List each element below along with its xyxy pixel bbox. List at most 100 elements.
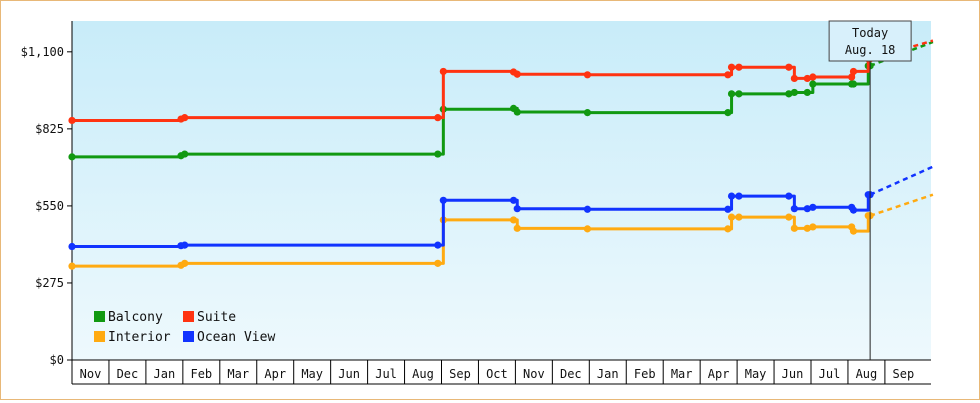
data-point: [785, 192, 793, 200]
x-tick-label: Oct: [486, 367, 508, 381]
today-box: [828, 20, 912, 62]
forecast-line-interior: [869, 193, 934, 217]
data-point: [790, 205, 798, 213]
data-point: [434, 150, 442, 158]
data-point: [727, 63, 736, 71]
data-point: [727, 192, 736, 200]
y-tick-label: $0: [50, 353, 64, 367]
x-tick-label: Jun: [782, 367, 804, 381]
legend-label-balcony: Balcony: [108, 310, 163, 325]
x-tick-label: Mar: [227, 367, 249, 381]
x-tick-label: Dec: [560, 367, 582, 381]
data-point: [790, 74, 798, 83]
forecast-line-balcony: [869, 40, 934, 67]
x-tick-label: Feb: [634, 367, 656, 381]
data-point: [513, 70, 521, 78]
data-point: [809, 80, 817, 88]
legend-label-interior: Interior: [108, 330, 171, 345]
data-point: [785, 63, 793, 71]
data-point: [785, 213, 793, 221]
data-point: [735, 63, 743, 71]
data-point: [181, 241, 189, 249]
data-point: [849, 206, 858, 214]
x-tick-label: Jul: [819, 367, 841, 381]
series-balcony: [68, 40, 934, 161]
legend-swatch-ocean-view: [183, 331, 194, 342]
data-point: [849, 227, 858, 235]
x-tick-label: Apr: [708, 367, 730, 381]
data-point: [803, 205, 811, 213]
data-point: [68, 242, 76, 251]
data-point: [513, 108, 521, 116]
y-tick-label: $1,100: [21, 45, 64, 59]
forecast-line-ocean-view: [869, 165, 934, 196]
x-tick-label: Jan: [597, 367, 619, 381]
data-point: [509, 196, 518, 204]
legend-swatch-interior: [94, 331, 105, 342]
data-point: [439, 67, 447, 76]
data-point: [724, 205, 732, 213]
data-point: [848, 73, 856, 81]
data-point: [735, 213, 743, 221]
data-point: [790, 88, 798, 97]
data-point: [727, 213, 736, 221]
data-point: [849, 80, 858, 88]
data-point: [724, 71, 732, 79]
data-point: [68, 116, 76, 125]
data-point: [583, 71, 592, 79]
data-point: [785, 90, 793, 98]
x-tick-label: Sep: [449, 367, 471, 381]
data-point: [849, 67, 858, 76]
data-point: [583, 205, 592, 213]
series-ocean-view: [68, 165, 934, 251]
data-point: [439, 196, 447, 204]
data-point: [724, 109, 732, 117]
data-point: [727, 90, 736, 98]
data-point: [809, 203, 817, 211]
x-tick-label: Jun: [338, 367, 360, 381]
x-tick-label: May: [301, 367, 323, 381]
data-point: [509, 216, 518, 224]
data-point: [803, 224, 811, 232]
y-tick-label: $275: [35, 276, 64, 290]
x-tick-label: Aug: [412, 367, 434, 381]
x-tick-label: Feb: [190, 367, 212, 381]
plot-background: [72, 21, 931, 360]
x-tick-label: Nov: [80, 367, 102, 381]
x-tick-label: May: [745, 367, 767, 381]
today-date: Aug. 18: [845, 43, 896, 57]
data-point: [735, 90, 743, 98]
x-tick-label: Jan: [154, 367, 176, 381]
series-suite: [68, 39, 934, 125]
x-tick-label: Aug: [856, 367, 878, 381]
y-tick-label: $550: [35, 199, 64, 213]
data-point: [434, 259, 442, 267]
data-point: [181, 150, 189, 158]
data-point: [803, 74, 811, 83]
data-point: [181, 259, 189, 267]
data-point: [513, 205, 521, 213]
today-label: Today: [852, 26, 888, 40]
data-point: [724, 225, 732, 233]
x-tick-label: Nov: [523, 367, 545, 381]
data-point: [513, 224, 521, 232]
x-tick-label: Dec: [117, 367, 139, 381]
data-point: [809, 73, 817, 81]
data-point: [790, 224, 798, 232]
data-point: [181, 114, 189, 122]
data-point: [583, 109, 592, 117]
legend-swatch-suite: [183, 311, 194, 322]
legend-label-ocean-view: Ocean View: [197, 330, 275, 345]
legend-swatch-balcony: [94, 311, 105, 322]
legend-label-suite: Suite: [197, 310, 236, 325]
data-point: [803, 88, 811, 97]
data-point: [434, 114, 442, 122]
x-tick-label: Jul: [375, 367, 397, 381]
x-tick-label: Mar: [671, 367, 693, 381]
data-point: [735, 192, 743, 200]
y-tick-label: $825: [35, 122, 64, 136]
data-point: [68, 153, 76, 161]
x-tick-label: Apr: [264, 367, 286, 381]
